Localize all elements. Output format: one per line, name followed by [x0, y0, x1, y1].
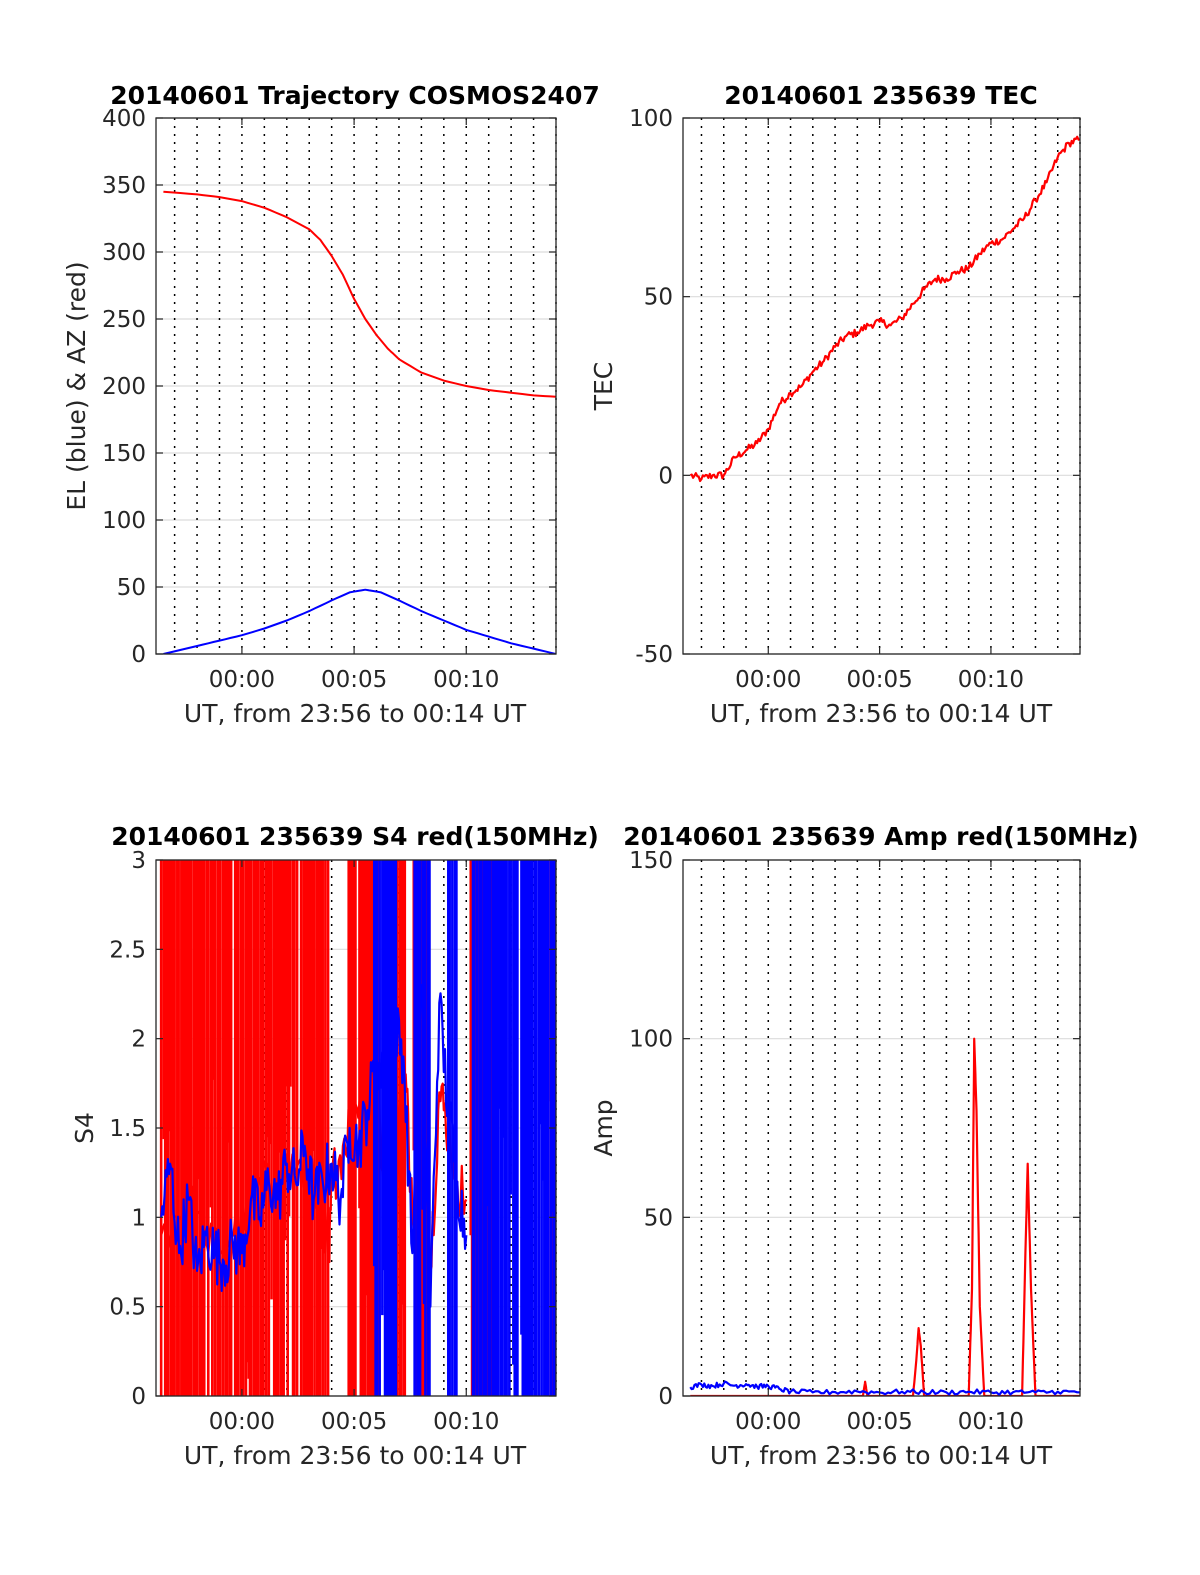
y-tick-label: 350 — [102, 173, 146, 199]
tec-xlabel: UT, from 23:56 to 00:14 UT — [710, 699, 1053, 728]
tec-subplot: 20140601 235639 TEC -50 0 50 100 00:00 00:05 0… — [589, 81, 1081, 728]
amp-xlabel: UT, from 23:56 to 00:14 UT — [710, 1441, 1053, 1470]
s4-saturated-band — [471, 860, 556, 1396]
x-tick-label: 00:10 — [433, 1409, 499, 1435]
y-tick-label: 0.5 — [109, 1295, 146, 1321]
x-tick-label: 00:00 — [209, 1409, 275, 1435]
x-tick-label: 00:00 — [735, 1409, 801, 1435]
s4-series-blue-line — [160, 983, 468, 1308]
s4-saturated-band — [372, 860, 398, 1396]
y-tick-label: 3 — [131, 848, 146, 874]
y-tick-label: 0 — [131, 642, 146, 668]
x-tick-label: 00:00 — [735, 667, 801, 693]
trajectory-ylabel: EL (blue) & AZ (red) — [62, 261, 91, 510]
y-tick-label: 0 — [658, 1384, 673, 1410]
tec-title: 20140601 235639 TEC — [724, 81, 1037, 110]
x-tick-label: 00:05 — [321, 667, 387, 693]
tec-series-red-line — [689, 135, 1080, 483]
y-tick-label: 50 — [117, 575, 146, 601]
trajectory-title: 20140601 Trajectory COSMOS2407 — [110, 81, 600, 110]
amp-series-blue-line — [689, 1380, 1080, 1396]
x-tick-label: 00:05 — [846, 1409, 912, 1435]
x-tick-label: 00:05 — [321, 1409, 387, 1435]
s4-ylabel: S4 — [70, 1112, 99, 1144]
s4-saturated-band — [447, 860, 458, 1396]
y-tick-label: 100 — [102, 508, 146, 534]
y-tick-label: 0 — [658, 463, 673, 489]
y-tick-label: 2.5 — [109, 937, 146, 963]
y-tick-label: 1 — [131, 1205, 146, 1231]
y-tick-label: 250 — [102, 307, 146, 333]
amp-ylabel: Amp — [589, 1099, 618, 1156]
y-tick-label: 50 — [644, 285, 673, 311]
x-tick-label: 00:00 — [209, 667, 275, 693]
y-tick-label: 1.5 — [109, 1116, 146, 1142]
s4-xlabel: UT, from 23:56 to 00:14 UT — [184, 1441, 527, 1470]
traj-series-red-line — [163, 190, 556, 398]
tec-axes-frame — [682, 117, 1081, 655]
trajectory-subplot: 20140601 Trajectory COSMOS2407 0 50 100 150… — [62, 81, 600, 728]
traj-series-blue-line — [163, 588, 556, 654]
trajectory-xlabel: UT, from 23:56 to 00:14 UT — [184, 699, 527, 728]
y-tick-label: 300 — [102, 240, 146, 266]
x-tick-label: 00:10 — [958, 1409, 1024, 1435]
s4-subplot: 20140601 235639 S4 red(150MHz) 0 0.5 1 1.5 2… — [70, 822, 599, 1470]
amp-title: 20140601 235639 Amp red(150MHz) — [623, 822, 1139, 851]
y-tick-label: -50 — [635, 642, 673, 668]
s4-title: 20140601 235639 S4 red(150MHz) — [111, 822, 599, 851]
y-tick-label: 50 — [644, 1205, 673, 1231]
amp-subplot: 20140601 235639 Amp red(150MHz) 0 50 100 15… — [589, 822, 1139, 1470]
y-tick-label: 100 — [629, 1027, 673, 1053]
y-tick-label: 150 — [102, 441, 146, 467]
x-tick-label: 00:05 — [846, 667, 912, 693]
y-tick-label: 2 — [131, 1027, 146, 1053]
x-tick-label: 00:10 — [958, 667, 1024, 693]
s4-saturated-band — [159, 860, 330, 1396]
y-tick-label: 0 — [131, 1384, 146, 1410]
tec-ylabel: TEC — [589, 362, 618, 412]
y-tick-label: 200 — [102, 374, 146, 400]
amp-axes-frame — [682, 859, 1081, 1397]
amp-series-red-line — [690, 1037, 1080, 1396]
x-tick-label: 00:10 — [433, 667, 499, 693]
y-tick-label: 100 — [629, 106, 673, 132]
y-tick-label: 150 — [629, 848, 673, 874]
y-tick-label: 400 — [102, 106, 146, 132]
